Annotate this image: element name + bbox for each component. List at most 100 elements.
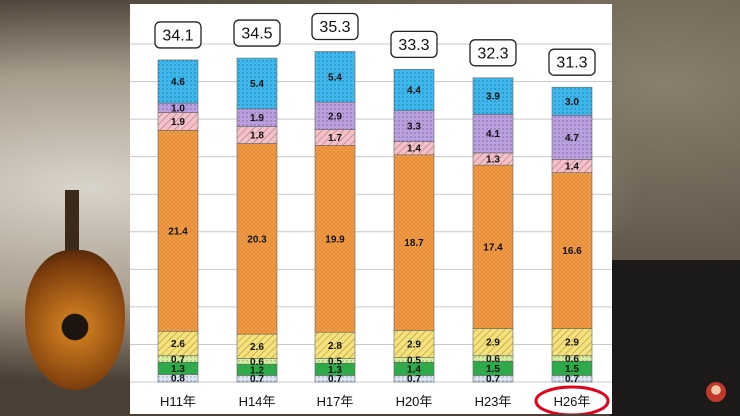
bar-segment (472, 152, 514, 166)
bar-segment-pattern (552, 159, 592, 173)
bar-segment (236, 108, 278, 127)
labels: 0.81.30.72.621.41.91.04.634.1H11年0.71.20… (154, 12, 610, 414)
acoustic-guitar (25, 250, 125, 390)
bar-segment (551, 159, 593, 173)
total-box (469, 39, 517, 67)
segment-value-label: 0.5 (328, 356, 342, 367)
x-tick-label: H17年 (317, 394, 354, 409)
x-tick-label: H11年 (160, 394, 196, 409)
chart-panel: 0.8 1.3 0.7 2.6 21.4 1.9 1.0 4.6 34.1 H11年 0.7 1.2 0… (130, 4, 612, 414)
bar-segment-pattern (394, 110, 434, 142)
bar-segment-pattern (237, 126, 277, 144)
segment-value-label: 1.3 (171, 364, 185, 375)
segment-value-label: 2.9 (486, 338, 500, 349)
bar-segment-pattern (473, 375, 513, 382)
bar-segment-pattern (473, 114, 513, 153)
bar-segment-pattern (158, 331, 198, 356)
bar-segment-fill (237, 364, 277, 376)
bar-segment-pattern (552, 375, 592, 382)
segment-value-label: 4.1 (486, 129, 500, 140)
bar-segment (472, 328, 514, 357)
segment-value-label: 2.8 (328, 341, 342, 352)
bar-segment (551, 115, 593, 160)
bar-segment-pattern (315, 375, 355, 382)
bar-segment-fill (552, 361, 592, 376)
bar-segment-pattern (315, 332, 355, 359)
segment-value-label: 3.9 (486, 92, 500, 103)
bar-segment-pattern (394, 330, 434, 358)
bar-segment-pattern (473, 355, 513, 362)
segment-value-label: 3.3 (407, 122, 421, 133)
bar-segment-pattern (552, 172, 592, 329)
bar-segment-pattern (237, 108, 277, 127)
total-value-label: 31.3 (556, 55, 587, 72)
bar-segment (393, 110, 435, 142)
segment-value-label: 1.0 (171, 103, 185, 114)
segment-value-label: 0.8 (171, 374, 185, 385)
bar-segment-pattern (237, 143, 277, 335)
segment-value-label: 17.4 (483, 242, 503, 253)
bar-segment (314, 331, 356, 359)
bar-segment-pattern (158, 355, 198, 363)
segment-value-label: 5.4 (328, 72, 342, 83)
segment-value-label: 16.6 (562, 246, 582, 257)
bar-segment-pattern (552, 115, 592, 160)
segment-value-label: 2.9 (328, 111, 342, 122)
bar-segment-pattern (237, 334, 277, 359)
bar-segment-pattern (237, 375, 277, 382)
bar-segment-fill (158, 362, 198, 375)
segment-value-label: 1.7 (328, 133, 342, 144)
segment-value-label: 1.5 (486, 364, 500, 375)
bar-segment-pattern (473, 165, 513, 329)
bar-segment-pattern (237, 58, 277, 109)
bar-segment (472, 77, 514, 115)
segment-value-label: 5.4 (250, 79, 264, 90)
bar-segment (551, 328, 593, 357)
bar-segment (551, 86, 593, 116)
x-tick-label: H23年 (475, 394, 512, 409)
segment-value-label: 1.3 (486, 155, 500, 166)
highlight-circle (534, 385, 610, 414)
bar-segment-outline (551, 86, 593, 116)
gridlines (130, 43, 612, 383)
bar-segment-pattern (158, 103, 198, 113)
bar-segment (236, 126, 278, 144)
bar-segment (393, 69, 435, 111)
bar-segment-fill (394, 362, 434, 376)
segment-value-label: 3.0 (565, 97, 579, 108)
bar-segment-pattern (552, 87, 592, 116)
bar-segment-pattern (315, 102, 355, 130)
bar-segment (472, 114, 514, 154)
bar-segment-pattern (237, 358, 277, 365)
segment-value-label: 21.4 (168, 226, 188, 237)
segment-value-label: 0.7 (407, 374, 421, 385)
bar-segment-pattern (473, 328, 513, 356)
total-box (233, 19, 281, 47)
bar-segment-pattern (394, 69, 434, 111)
bar-segment-pattern (315, 129, 355, 146)
segment-value-label: 0.6 (486, 354, 500, 365)
bar-segment-pattern (315, 145, 355, 333)
segment-value-label: 0.7 (486, 374, 500, 385)
bar-segment-pattern (158, 130, 198, 332)
total-value-label: 35.3 (319, 19, 350, 36)
segment-value-label: 2.6 (250, 342, 264, 353)
segment-value-label: 0.6 (250, 357, 264, 368)
bar-segment (314, 51, 356, 103)
bar-segment (393, 141, 435, 156)
bar-segment (157, 330, 199, 357)
avatar (706, 382, 726, 402)
segment-value-label: 1.4 (407, 364, 421, 375)
bar-segment-pattern (473, 152, 513, 166)
x-tick-label: H14年 (239, 394, 276, 409)
bar-segment-fill (315, 363, 355, 376)
bar-segment-pattern (552, 328, 592, 356)
bar-segment-pattern (158, 59, 198, 104)
segment-value-label: 2.9 (407, 339, 421, 350)
segment-value-label: 1.8 (250, 131, 264, 142)
stacked-bar-chart: 0.81.30.72.621.41.91.04.634.1H11年0.71.20… (130, 12, 612, 414)
total-box (154, 21, 202, 49)
bars (157, 51, 593, 383)
segment-value-label: 2.9 (565, 338, 579, 349)
bar-segment-pattern (394, 154, 434, 331)
